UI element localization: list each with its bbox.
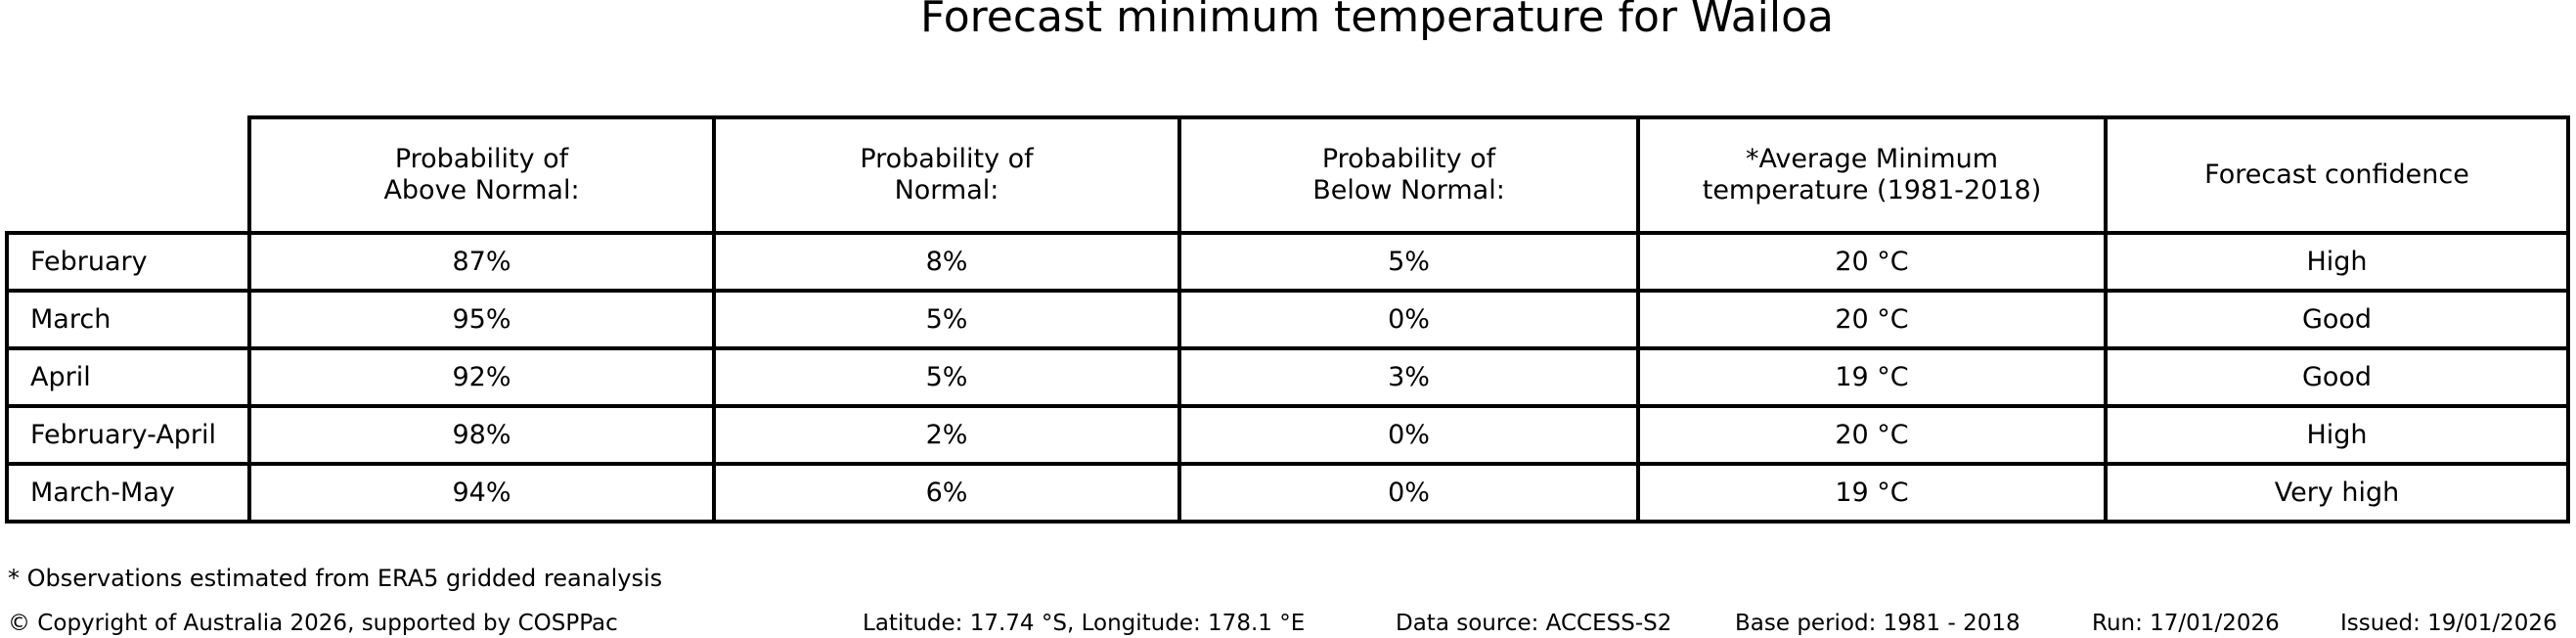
data-cell: 98%: [247, 404, 716, 466]
copyright-text: © Copyright of Australia 2026, supported…: [8, 611, 618, 636]
col-header-below-normal: Probability of Below Normal:: [1177, 115, 1640, 235]
row-label: March-May: [5, 462, 251, 524]
data-cell: 6%: [712, 462, 1181, 524]
data-cell: 0%: [1177, 462, 1640, 524]
data-cell: 0%: [1177, 289, 1640, 350]
data-cell: 0%: [1177, 404, 1640, 466]
row-label: February: [5, 231, 251, 293]
footer-bar: © Copyright of Australia 2026, supported…: [0, 611, 2576, 638]
table-row: March 95% 5% 0% 20 °C Good: [5, 289, 2570, 350]
data-source-text: Data source: ACCESS-S2: [1396, 611, 1672, 636]
data-cell: 5%: [712, 346, 1181, 408]
data-cell: 94%: [247, 462, 716, 524]
data-cell: 3%: [1177, 346, 1640, 408]
data-cell: 5%: [712, 289, 1181, 350]
run-date-text: Run: 17/01/2026: [2092, 611, 2280, 636]
col-header-normal: Probability of Normal:: [712, 115, 1181, 235]
data-cell: 20 °C: [1636, 231, 2108, 293]
data-cell: High: [2104, 404, 2570, 466]
base-period-text: Base period: 1981 - 2018: [1735, 611, 2021, 636]
data-cell: 2%: [712, 404, 1181, 466]
data-cell: 8%: [712, 231, 1181, 293]
data-cell: 95%: [247, 289, 716, 350]
issued-date-text: Issued: 19/01/2026: [2340, 611, 2557, 636]
data-cell: 19 °C: [1636, 346, 2108, 408]
row-label: March: [5, 289, 251, 350]
footnote-text: * Observations estimated from ERA5 gridd…: [8, 565, 663, 592]
table-row: April 92% 5% 3% 19 °C Good: [5, 346, 2570, 408]
col-header-forecast-confidence: Forecast confidence: [2104, 115, 2570, 235]
table-row: February-April 98% 2% 0% 20 °C High: [5, 404, 2570, 466]
data-cell: 87%: [247, 231, 716, 293]
table-row: March-May 94% 6% 0% 19 °C Very high: [5, 462, 2570, 524]
forecast-table: Probability of Above Normal: Probability…: [5, 115, 2570, 524]
data-cell: 20 °C: [1636, 404, 2108, 466]
data-cell: 92%: [247, 346, 716, 408]
col-header-above-normal: Probability of Above Normal:: [247, 115, 716, 235]
col-header-avg-min-temperature: *Average Minimum temperature (1981-2018): [1636, 115, 2108, 235]
forecast-table-body: February 87% 8% 5% 20 °C High March 95% 5% 0% 20 °…: [5, 231, 2570, 524]
table-header-row: Probability of Above Normal: Probability…: [7, 115, 2570, 235]
data-cell: High: [2104, 231, 2570, 293]
data-cell: Very high: [2104, 462, 2570, 524]
data-cell: Good: [2104, 289, 2570, 350]
table-row: February 87% 8% 5% 20 °C High: [5, 231, 2570, 293]
row-label: April: [5, 346, 251, 408]
data-cell: 20 °C: [1636, 289, 2108, 350]
data-cell: 5%: [1177, 231, 1640, 293]
page-title: Forecast minimum temperature for Wailoa: [920, 0, 1834, 42]
data-cell: 19 °C: [1636, 462, 2108, 524]
row-label: February-April: [5, 404, 251, 466]
data-cell: Good: [2104, 346, 2570, 408]
corner-cell: [7, 117, 249, 233]
location-coordinates-text: Latitude: 17.74 °S, Longitude: 178.1 °E: [863, 611, 1306, 636]
